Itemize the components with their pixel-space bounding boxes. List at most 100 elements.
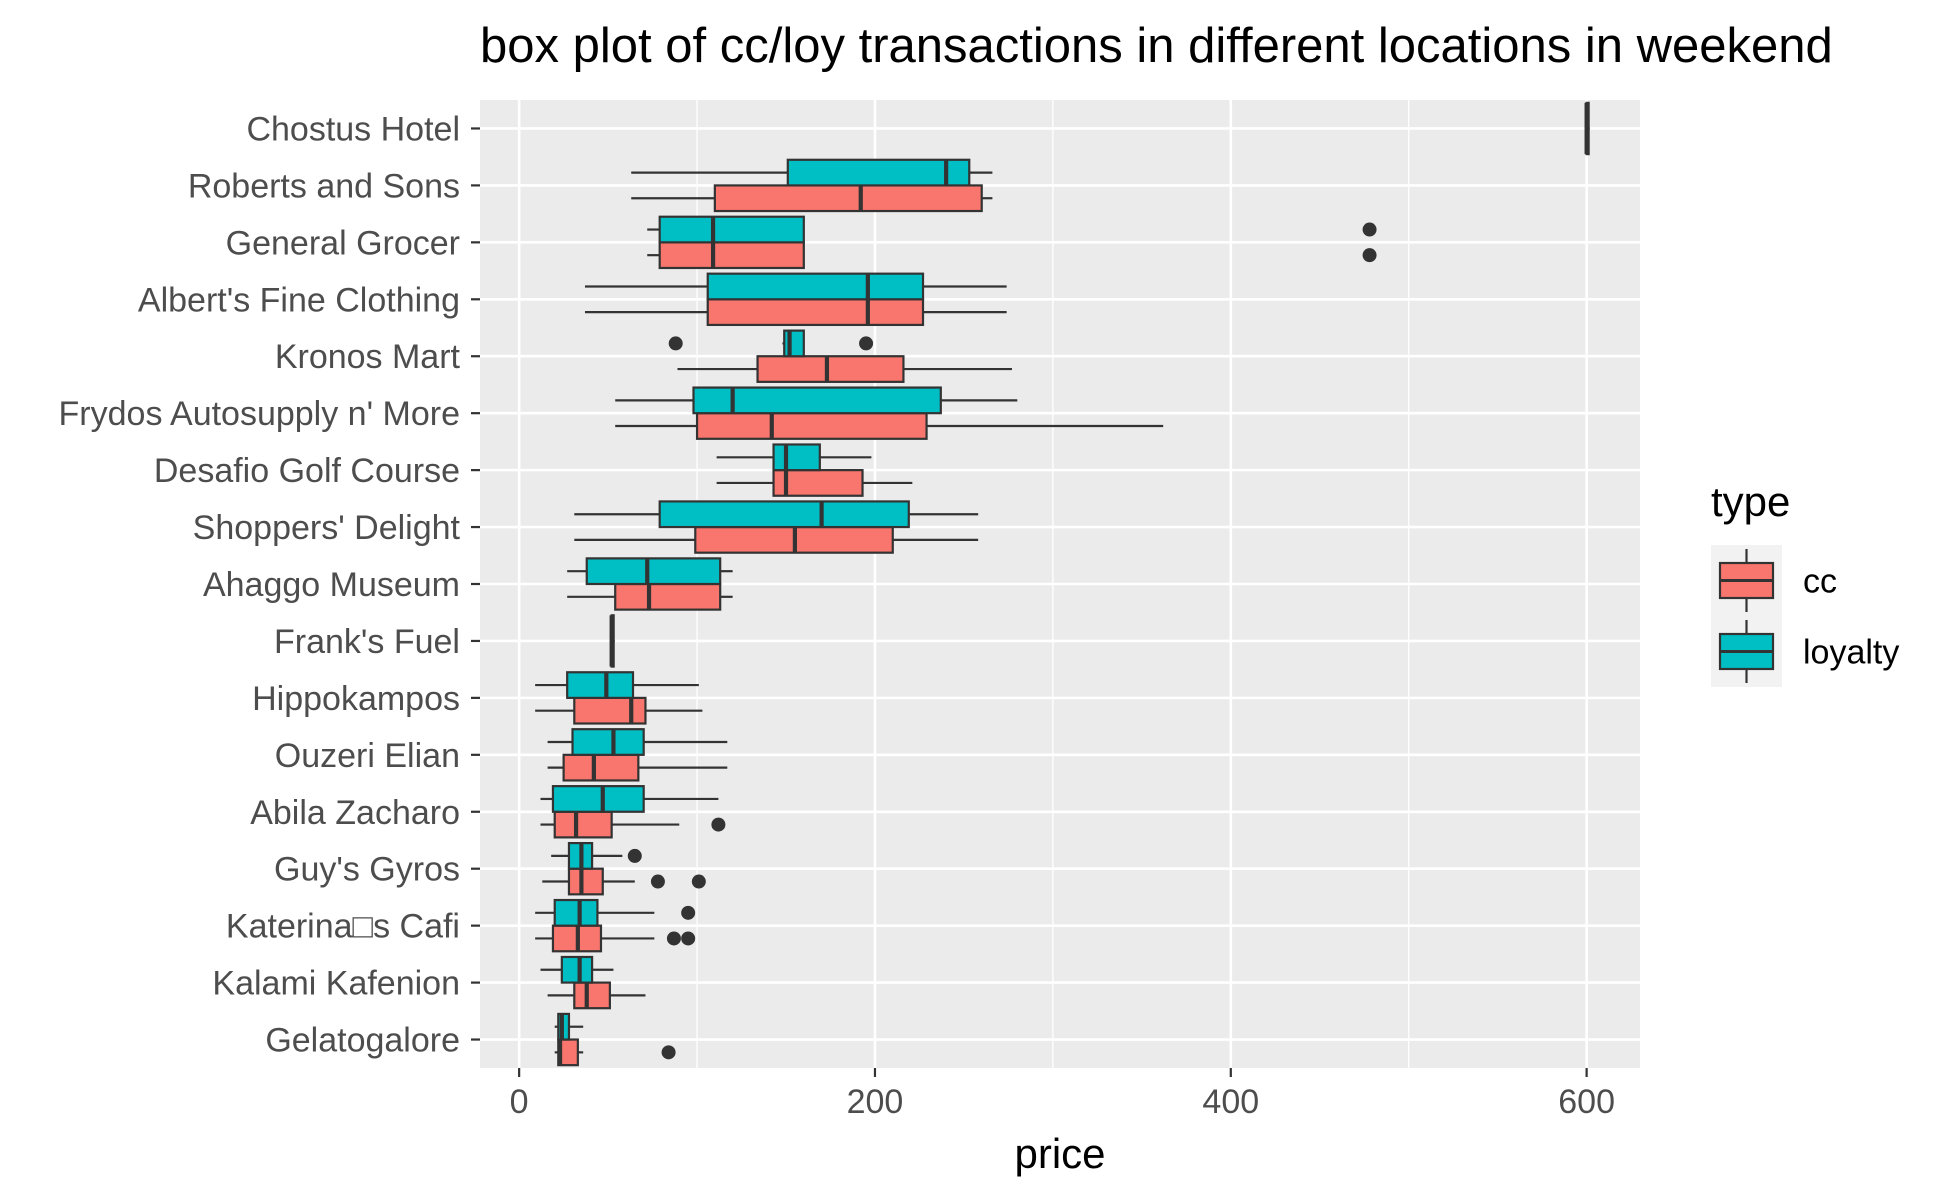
box-cc [535, 924, 696, 953]
x-axis: 0 200 400 600 [510, 1068, 1615, 1121]
outlier-point [859, 336, 874, 351]
box-cc [615, 412, 1164, 440]
box-body [786, 158, 971, 187]
y-tick-label: Chostus Hotel [246, 110, 460, 148]
x-tick-label: 400 [1202, 1083, 1259, 1121]
box-cc [542, 867, 706, 896]
box-cc [584, 298, 1007, 327]
box-loyalty [1584, 101, 1590, 130]
box-body [551, 785, 645, 813]
y-tick-label: General Grocer [226, 224, 460, 262]
y-tick-label: Kalami Kafenion [212, 965, 460, 1003]
y-tick-label: Shoppers' Delight [193, 509, 461, 547]
box-cc [574, 525, 979, 554]
box-loyalty [535, 898, 696, 927]
y-tick-label: Guy's Gyros [274, 851, 460, 889]
outlier-point [691, 874, 706, 889]
box-body [658, 241, 805, 270]
box-loyalty [540, 785, 719, 813]
box-cc [677, 355, 1012, 383]
box-loyalty [631, 158, 993, 187]
outlier-point [1362, 248, 1377, 263]
y-tick-label: Gelatogalore [265, 1022, 460, 1060]
box-cc [547, 981, 646, 1010]
outlier-point [1362, 222, 1377, 237]
y-axis: Chostus Hotel Roberts and Sons General Gro… [59, 110, 480, 1060]
x-tick-label: 200 [847, 1083, 904, 1121]
box-loyalty [551, 841, 642, 870]
outlier-point [661, 1045, 676, 1060]
box-body [783, 329, 805, 358]
box-body [713, 184, 983, 213]
box-body [571, 728, 645, 756]
box-loyalty [716, 443, 872, 472]
outlier-point [666, 931, 681, 946]
box-loyalty [567, 557, 733, 586]
box-body [573, 696, 647, 725]
box-cc [547, 753, 728, 782]
box-cc [609, 639, 615, 668]
box-loyalty [584, 272, 1007, 301]
grid-lines [480, 100, 1640, 1068]
x-tick-label: 0 [510, 1083, 529, 1121]
box-body [706, 298, 925, 327]
box-loyalty [574, 500, 979, 529]
y-tick-label: Katerina□s Cafi [226, 908, 460, 946]
outlier-point [650, 874, 665, 889]
outlier-point [681, 931, 696, 946]
box-loyalty [609, 614, 615, 643]
box-body [658, 500, 910, 529]
box-body [553, 898, 599, 927]
y-tick-label: Ahaggo Museum [203, 566, 460, 604]
box-body [573, 981, 611, 1010]
x-tick-label: 600 [1558, 1083, 1615, 1121]
box-body [562, 753, 640, 782]
legend-item-cc: cc [1711, 545, 1837, 616]
box-body [614, 582, 722, 611]
box-loyalty [668, 329, 874, 358]
y-tick-label: Albert's Fine Clothing [138, 281, 460, 319]
box-body [756, 355, 905, 383]
y-tick-label: Frank's Fuel [274, 623, 460, 661]
box-marks [535, 101, 1590, 1067]
box-cc [631, 184, 993, 213]
legend-item-loyalty: loyalty [1711, 616, 1899, 687]
y-tick-label: Hippokampos [252, 680, 460, 718]
y-tick-label: Frydos Autosupply n' More [59, 395, 460, 433]
box-loyalty [535, 671, 699, 699]
legend: type cc loyalty [1711, 478, 1899, 687]
box-body [772, 469, 864, 497]
legend-label: loyalty [1803, 634, 1899, 672]
box-loyalty [647, 215, 1377, 244]
box-cc [716, 469, 913, 497]
legend-label: cc [1803, 563, 1837, 601]
box-cc [1584, 127, 1590, 156]
box-loyalty [554, 1012, 584, 1041]
box-body [772, 443, 821, 472]
box-cc [540, 810, 726, 839]
outlier-point [711, 817, 726, 832]
x-axis-label: price [1014, 1130, 1105, 1177]
box-loyalty [547, 728, 728, 756]
y-tick-label: Desafio Golf Course [154, 452, 460, 490]
chart-title: box plot of cc/loy transactions in diffe… [480, 19, 1833, 73]
box-body [658, 215, 805, 244]
y-tick-label: Kronos Mart [275, 338, 461, 376]
box-body [553, 810, 613, 839]
box-body [566, 671, 635, 699]
y-tick-label: Abila Zacharo [250, 794, 460, 832]
box-body [585, 557, 722, 586]
outlier-point [627, 848, 642, 863]
outlier-point [668, 336, 683, 351]
y-tick-label: Roberts and Sons [188, 167, 460, 205]
y-tick-label: Ouzeri Elian [275, 737, 460, 775]
box-body [567, 867, 604, 896]
box-loyalty [540, 955, 614, 984]
box-cc [554, 1038, 676, 1067]
box-body [695, 412, 928, 440]
box-body [560, 955, 594, 984]
legend-title: type [1711, 478, 1790, 525]
outlier-point [681, 905, 696, 920]
box-body [706, 272, 925, 301]
